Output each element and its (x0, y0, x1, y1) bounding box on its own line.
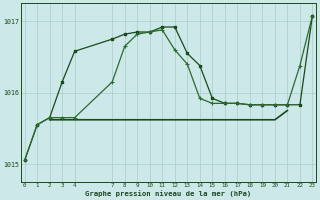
X-axis label: Graphe pression niveau de la mer (hPa): Graphe pression niveau de la mer (hPa) (85, 190, 252, 197)
